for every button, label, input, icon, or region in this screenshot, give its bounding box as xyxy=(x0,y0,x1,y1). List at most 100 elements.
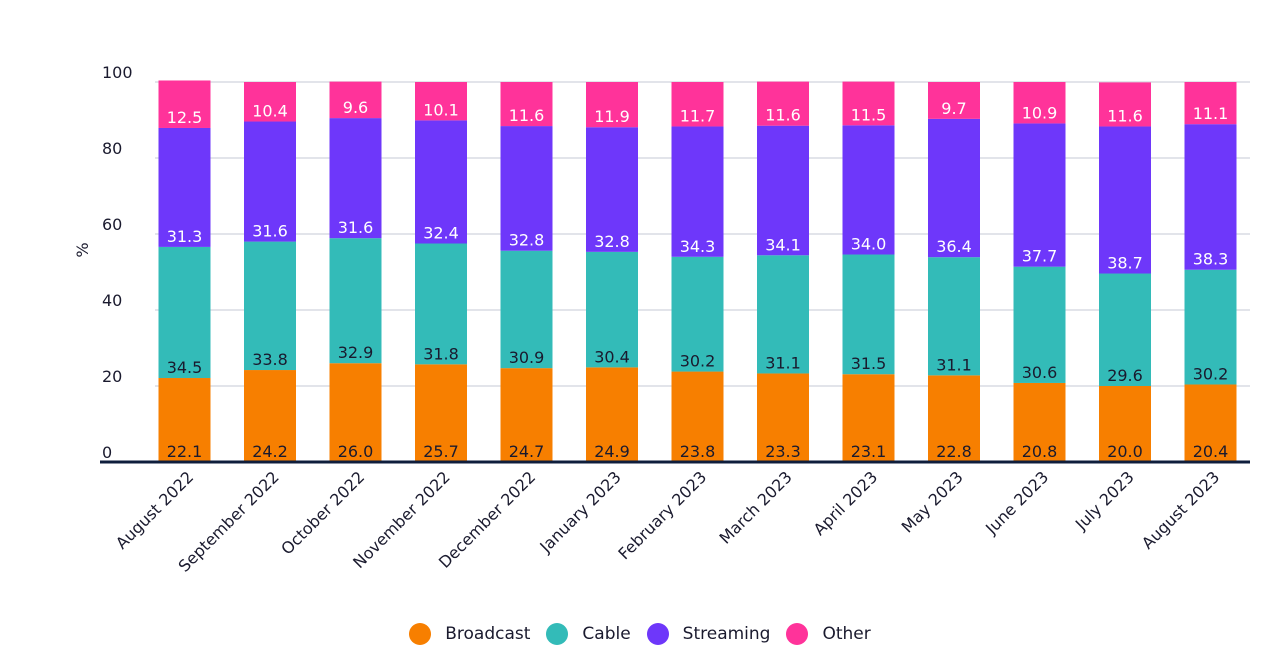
y-tick-label: 20 xyxy=(102,367,122,386)
bar-segment-streaming xyxy=(586,127,638,252)
x-tick-label: April 2023 xyxy=(810,467,882,539)
legend-item-cable[interactable]: Cable xyxy=(546,623,631,645)
bar-segment-cable xyxy=(415,243,467,365)
bar-segment-broadcast xyxy=(671,371,724,462)
bar-segment-broadcast xyxy=(158,378,211,462)
data-label: 30.9 xyxy=(509,348,545,367)
bar-segment-broadcast xyxy=(329,363,382,462)
data-label: 38.7 xyxy=(1107,254,1143,273)
legend-label: Streaming xyxy=(682,624,771,644)
bar-segment-cable xyxy=(1184,269,1237,385)
legend-swatch-icon xyxy=(546,623,569,645)
legend-item-broadcast[interactable]: Broadcast xyxy=(409,623,530,645)
x-tick-label: March 2023 xyxy=(716,467,796,547)
x-tick-label: August 2022 xyxy=(112,467,197,552)
data-label: 31.6 xyxy=(252,222,288,241)
data-label: 20.8 xyxy=(1022,442,1058,461)
bar-segment-streaming xyxy=(757,125,809,256)
legend-swatch-icon xyxy=(409,623,432,645)
data-label: 11.6 xyxy=(509,106,545,125)
bar-segment-other xyxy=(500,82,553,127)
data-labels: 22.1 34.5 31.3 12.5 24.2 33.8 31.6 10.4 26.0 32.9… xyxy=(167,98,1229,461)
bar-segment-streaming xyxy=(329,118,382,239)
data-label: 10.4 xyxy=(252,102,288,121)
x-tick-label: May 2023 xyxy=(898,467,967,536)
bar-segment-cable xyxy=(586,251,638,368)
x-tick-label: October 2022 xyxy=(277,467,368,558)
y-tick-label: 40 xyxy=(102,291,122,310)
data-label: 34.0 xyxy=(851,235,887,254)
data-label: 32.8 xyxy=(509,231,545,250)
legend-item-streaming[interactable]: Streaming xyxy=(646,623,771,645)
data-label: 23.1 xyxy=(851,442,887,461)
bar-segment-other xyxy=(158,80,211,128)
data-label: 30.2 xyxy=(680,352,716,371)
bar-segment-broadcast xyxy=(1184,384,1237,462)
data-label: 26.0 xyxy=(338,442,374,461)
data-label: 20.4 xyxy=(1193,442,1229,461)
bar-segment-other xyxy=(842,81,895,126)
bar-segment-other xyxy=(671,82,724,127)
bar-segment-broadcast xyxy=(842,374,895,462)
bar-segment-broadcast xyxy=(500,368,553,462)
y-tick-label: 100 xyxy=(102,63,133,82)
data-label: 9.6 xyxy=(343,98,368,117)
data-label: 32.4 xyxy=(423,224,459,243)
x-tick-label: August 2023 xyxy=(1138,467,1223,552)
bar-segment-other xyxy=(244,82,296,122)
y-axis-label: % xyxy=(73,242,92,257)
bar-segment-broadcast xyxy=(244,370,296,462)
data-label: 38.3 xyxy=(1193,250,1229,269)
bar-segment-cable xyxy=(244,241,296,371)
data-label: 11.6 xyxy=(765,106,801,125)
data-label: 36.4 xyxy=(936,237,972,256)
bar-segment-broadcast xyxy=(757,373,809,462)
data-label: 30.4 xyxy=(594,347,630,366)
data-label: 31.3 xyxy=(167,227,203,246)
data-label: 29.6 xyxy=(1107,366,1143,385)
bar-segment-cable xyxy=(757,255,809,374)
bar-segment-cable xyxy=(500,250,553,369)
data-label: 10.9 xyxy=(1022,103,1058,122)
bar-segment-streaming xyxy=(928,118,980,258)
x-tick-label: June 2023 xyxy=(981,467,1052,538)
x-tick-label: February 2023 xyxy=(614,467,710,563)
data-label: 22.8 xyxy=(936,442,972,461)
y-tick-label: 0 xyxy=(102,443,112,462)
data-label: 11.7 xyxy=(680,106,716,125)
bar-segment-broadcast xyxy=(586,367,638,462)
data-label: 10.1 xyxy=(423,100,459,119)
data-label: 9.7 xyxy=(941,99,966,118)
legend-label: Other xyxy=(822,624,871,644)
y-tick-label: 60 xyxy=(102,215,122,234)
data-label: 31.1 xyxy=(936,355,972,374)
legend-swatch-icon xyxy=(786,623,809,645)
legend: Broadcast Cable Streaming Other xyxy=(0,623,1280,645)
bar-segment-streaming xyxy=(671,126,724,257)
legend-label: Cable xyxy=(582,624,631,644)
data-label: 11.6 xyxy=(1107,106,1143,125)
data-label: 30.2 xyxy=(1193,364,1229,383)
data-label: 23.8 xyxy=(680,442,716,461)
data-label: 12.5 xyxy=(167,108,203,127)
bar-segment-streaming xyxy=(1184,124,1237,270)
data-label: 11.1 xyxy=(1193,104,1229,123)
bar-segment-cable xyxy=(1013,266,1066,383)
legend-item-other[interactable]: Other xyxy=(786,623,871,645)
data-label: 25.7 xyxy=(423,442,459,461)
bar-segment-other xyxy=(928,82,980,119)
bar-segment-cable xyxy=(329,238,382,364)
bar-segment-broadcast xyxy=(1013,382,1066,462)
data-label: 11.9 xyxy=(594,107,630,126)
bar-segment-streaming xyxy=(1013,123,1066,267)
bar-segment-other xyxy=(415,82,467,121)
data-label: 24.7 xyxy=(509,442,545,461)
x-tick-label: January 2023 xyxy=(535,467,624,556)
data-label: 32.9 xyxy=(338,343,374,362)
data-label: 20.0 xyxy=(1107,442,1143,461)
data-label: 31.8 xyxy=(423,344,459,363)
legend-swatch-icon xyxy=(646,623,669,645)
data-label: 30.6 xyxy=(1022,363,1058,382)
